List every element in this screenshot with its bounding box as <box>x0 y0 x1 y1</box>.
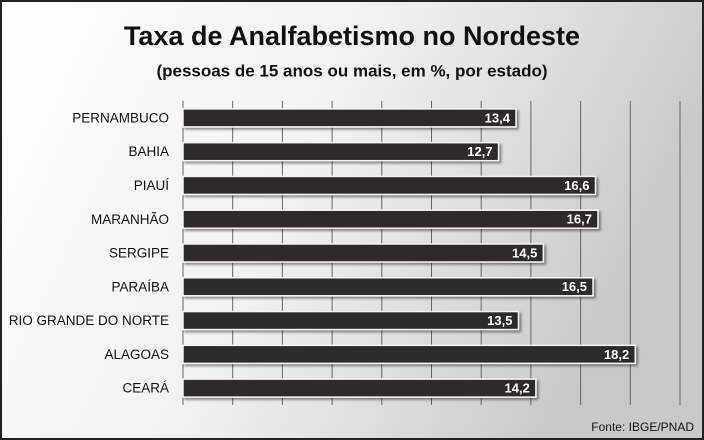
y-tick-label: ALAGOAS <box>104 347 169 362</box>
bar <box>182 344 637 365</box>
chart-title: Taxa de Analfabetismo no Nordeste <box>124 21 580 51</box>
y-tick-label: PARAÍBA <box>111 279 169 294</box>
y-tick-label: CEARÁ <box>122 381 169 396</box>
bar <box>182 209 599 229</box>
bar <box>182 310 520 331</box>
y-tick-label: BAHIA <box>128 144 169 159</box>
value-label: 14,2 <box>505 381 530 396</box>
bar <box>182 175 597 196</box>
bar <box>182 141 500 162</box>
bar <box>182 243 545 263</box>
y-tick-label: PIAUÍ <box>134 178 170 193</box>
value-label: 16,7 <box>567 212 592 227</box>
value-label: 12,7 <box>467 144 492 159</box>
source: Fonte: IBGE/PNAD <box>591 420 694 434</box>
y-tick-label: MARANHÃO <box>91 212 169 227</box>
bar <box>182 108 517 128</box>
bar <box>182 277 594 297</box>
value-label: 14,5 <box>512 245 537 260</box>
y-tick-label: PERNAMBUCO <box>72 110 169 125</box>
value-label: 13,5 <box>487 313 512 328</box>
value-label: 16,5 <box>562 279 587 294</box>
value-label: 16,6 <box>564 178 589 193</box>
bar <box>182 378 537 398</box>
value-label: 18,2 <box>604 347 629 362</box>
chart-subtitle: (pessoas de 15 anos ou mais, em %, por e… <box>156 61 547 80</box>
y-tick-label: RIO GRANDE DO NORTE <box>9 313 169 328</box>
value-label: 13,4 <box>485 110 511 125</box>
y-tick-label: SERGIPE <box>109 246 169 261</box>
